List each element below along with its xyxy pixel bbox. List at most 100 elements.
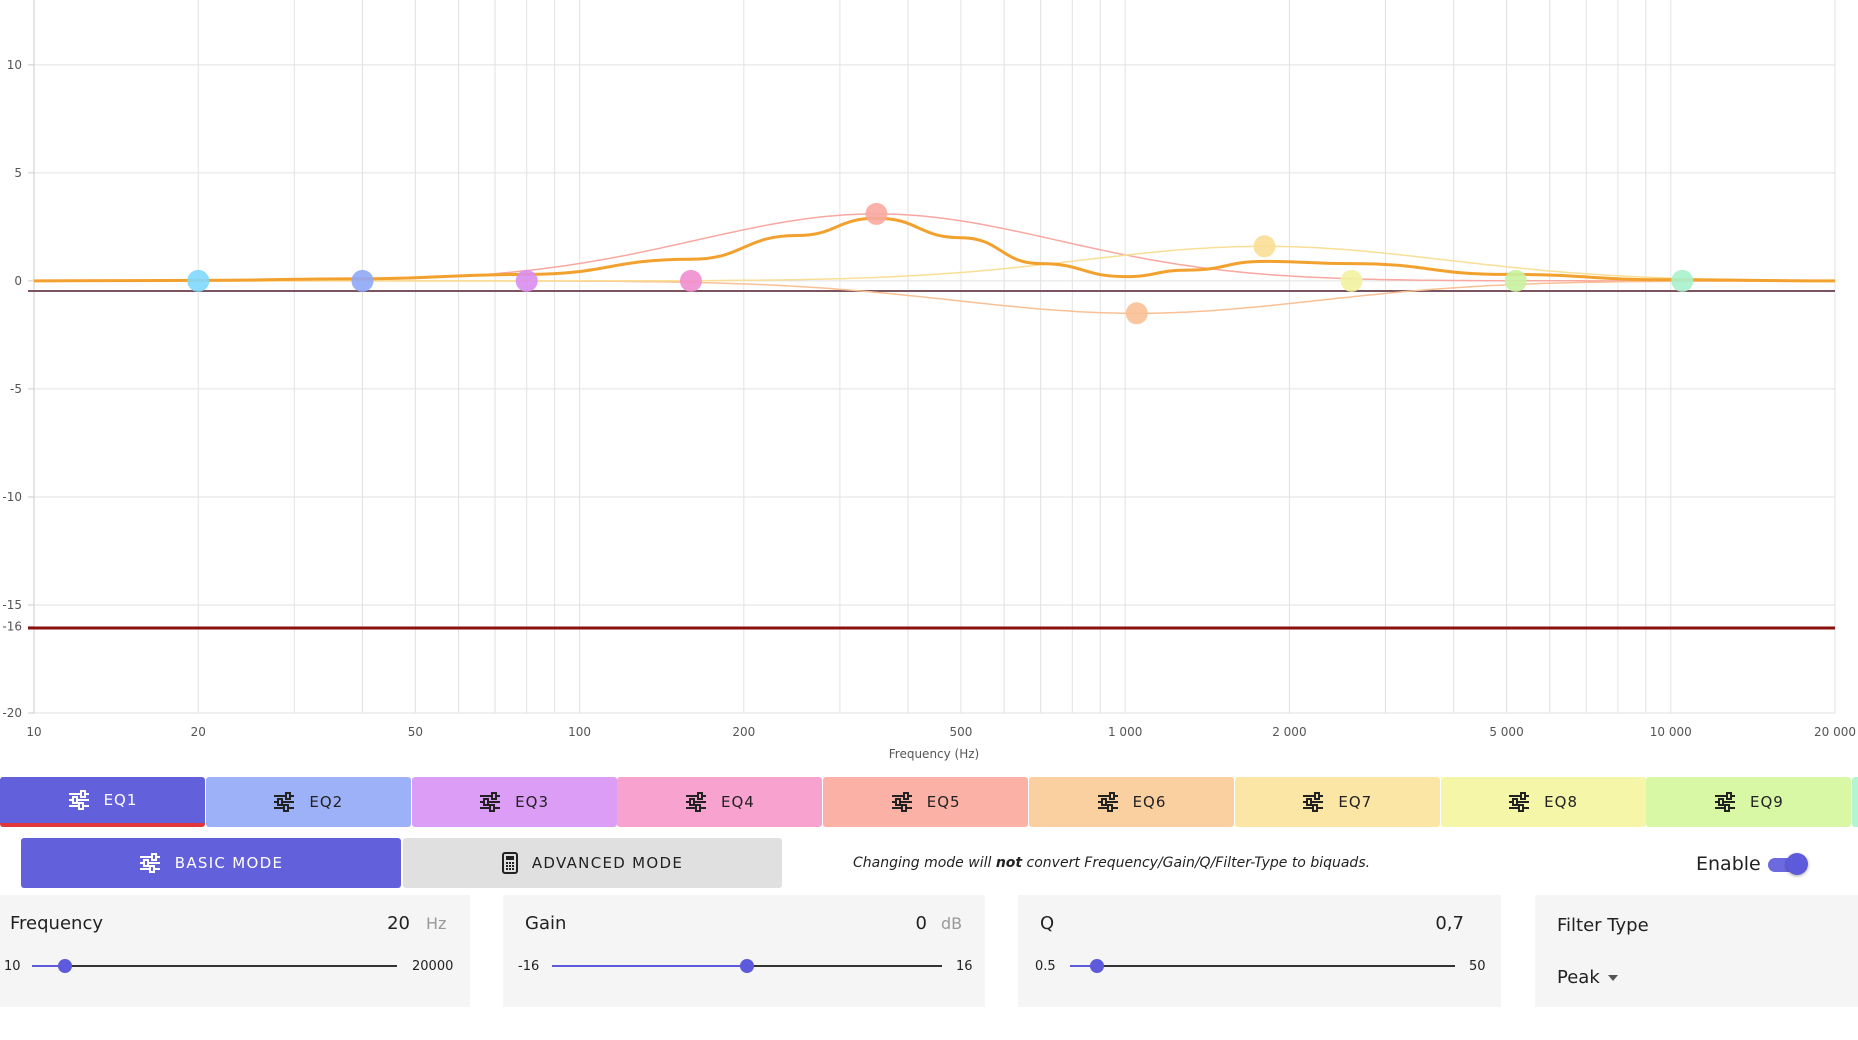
eq-tab-label: EQ1 xyxy=(103,791,138,809)
gain-min: -16 xyxy=(518,959,540,974)
eq-tab-label: EQ7 xyxy=(1338,793,1373,811)
band-point-eq8[interactable] xyxy=(1340,269,1363,292)
gain-title: Gain xyxy=(525,913,567,934)
response-curve xyxy=(33,216,1836,283)
band-point-eq4[interactable] xyxy=(679,269,702,292)
enable-toggle[interactable] xyxy=(1768,853,1808,875)
band-point-eq7[interactable] xyxy=(1253,235,1276,258)
basic-mode-button[interactable]: BASIC MODE xyxy=(21,838,401,888)
gain-value[interactable]: 0 xyxy=(915,913,927,934)
eq-tab-label: EQ3 xyxy=(515,793,549,811)
frequency-title: Frequency xyxy=(10,913,103,934)
frequency-slider-thumb[interactable] xyxy=(57,959,72,973)
frequency-max: 20000 xyxy=(412,959,454,974)
x-axis-ticks: 10 20 50 100 200 500 1 000 2 000 5 000 10 000 20 0… xyxy=(26,725,1856,739)
x-tick-label: 200 xyxy=(732,725,755,739)
chart-grid xyxy=(33,0,1836,714)
eq-tab-9[interactable]: EQ9 xyxy=(1646,777,1852,827)
eq-tab-10[interactable] xyxy=(1852,777,1858,827)
sliders-icon xyxy=(1303,792,1324,812)
filter-type-panel: Filter Type Peak xyxy=(1535,895,1858,1007)
gain-unit: dB xyxy=(941,914,963,933)
frequency-slider-rail xyxy=(32,965,397,967)
eq-tab-6[interactable]: EQ6 xyxy=(1029,777,1234,827)
eq-tab-8[interactable]: EQ8 xyxy=(1440,777,1646,827)
frequency-slider[interactable] xyxy=(32,959,397,973)
sliders-icon xyxy=(1097,792,1118,812)
sliders-icon xyxy=(480,792,501,812)
y-tick-label: -20 xyxy=(2,706,22,720)
mode-note-prefix: Changing mode will xyxy=(853,855,996,871)
x-tick-label: 10 000 xyxy=(1650,725,1692,739)
band-curves xyxy=(34,213,1835,315)
y-tick-label: -15 xyxy=(2,598,22,612)
band-point-eq3[interactable] xyxy=(515,269,538,292)
y-tick-label: -10 xyxy=(2,490,22,504)
eq-tab-2[interactable]: EQ2 xyxy=(205,777,411,827)
eq-tab-label: EQ2 xyxy=(309,793,344,811)
q-value[interactable]: 0,7 xyxy=(1435,913,1464,934)
x-tick-label: 500 xyxy=(949,725,972,739)
mode-change-note: Changing mode will not convert Frequency… xyxy=(853,855,1370,871)
sliders-icon xyxy=(685,792,706,812)
eq-tab-1[interactable]: EQ1 xyxy=(0,777,205,827)
eq-tab-label: EQ4 xyxy=(720,793,755,811)
x-tick-label: 5 000 xyxy=(1489,725,1523,739)
gain-slider-thumb[interactable] xyxy=(740,959,754,973)
eq-tab-label: EQ6 xyxy=(1132,793,1167,811)
frequency-slider-fill xyxy=(32,965,65,967)
y-tick-label: 0 xyxy=(14,274,22,288)
chevron-down-icon xyxy=(1607,974,1618,981)
x-tick-label: 1 000 xyxy=(1108,725,1142,739)
eq-tab-3[interactable]: EQ3 xyxy=(411,777,617,827)
eq-tab-5[interactable]: EQ5 xyxy=(823,777,1029,827)
basic-mode-label: BASIC MODE xyxy=(174,854,284,872)
eq-band-tabs: EQ1 EQ2 EQ3 EQ4 EQ5 EQ6 EQ7 EQ8 EQ9 xyxy=(0,777,1858,827)
sliders-icon xyxy=(68,790,89,810)
sliders-icon xyxy=(891,792,912,812)
eq-tab-4[interactable]: EQ4 xyxy=(617,777,823,827)
q-slider-rail xyxy=(1070,965,1455,967)
enable-label: Enable xyxy=(1696,853,1761,875)
y-tick-label: 10 xyxy=(7,58,22,72)
band-curve-eq6 xyxy=(34,280,1835,315)
sliders-icon xyxy=(274,792,295,812)
mode-note-bold: not xyxy=(995,855,1023,871)
frequency-value[interactable]: 20 xyxy=(387,913,410,934)
x-tick-label: 20 000 xyxy=(1814,725,1856,739)
y-tick-label: -16 xyxy=(2,620,22,634)
q-slider-thumb[interactable] xyxy=(1089,959,1104,973)
band-point-eq10[interactable] xyxy=(1671,269,1694,292)
x-tick-label: 20 xyxy=(191,725,206,739)
sliders-icon xyxy=(1509,792,1530,812)
band-point-eq1[interactable] xyxy=(187,269,210,292)
eq-tab-label: EQ9 xyxy=(1749,793,1784,811)
eq-tab-7[interactable]: EQ7 xyxy=(1234,777,1440,827)
x-tick-label: 50 xyxy=(408,725,423,739)
band-point-eq2[interactable] xyxy=(351,269,374,292)
sliders-icon xyxy=(1714,792,1735,812)
band-point-eq9[interactable] xyxy=(1504,269,1527,292)
filter-type-select[interactable]: Peak xyxy=(1557,967,1618,988)
frequency-min: 10 xyxy=(4,959,21,974)
band-point-eq5[interactable] xyxy=(865,202,888,225)
band-curve-eq7 xyxy=(34,245,1835,282)
gain-max: 16 xyxy=(956,959,973,974)
y-tick-label: -5 xyxy=(10,382,22,396)
x-tick-label: 2 000 xyxy=(1272,725,1306,739)
q-slider-fill xyxy=(1070,965,1097,967)
advanced-mode-button[interactable]: ADVANCED MODE xyxy=(403,838,782,888)
band-point-eq6[interactable] xyxy=(1125,302,1148,325)
gain-panel: Gain 0 dB -16 16 xyxy=(503,895,985,1007)
q-slider[interactable] xyxy=(1070,959,1455,973)
calculator-icon xyxy=(501,852,518,874)
y-tick-label: 5 xyxy=(14,166,22,180)
mode-note-suffix: convert Frequency/Gain/Q/Filter-Type to … xyxy=(1022,855,1371,871)
gain-slider[interactable] xyxy=(552,959,942,973)
band-points[interactable] xyxy=(187,202,1694,325)
filter-type-value: Peak xyxy=(1557,967,1600,988)
q-max: 50 xyxy=(1469,959,1486,974)
band-curve-eq5 xyxy=(34,213,1835,282)
q-panel: Q 0,7 0.5 50 xyxy=(1018,895,1501,1007)
